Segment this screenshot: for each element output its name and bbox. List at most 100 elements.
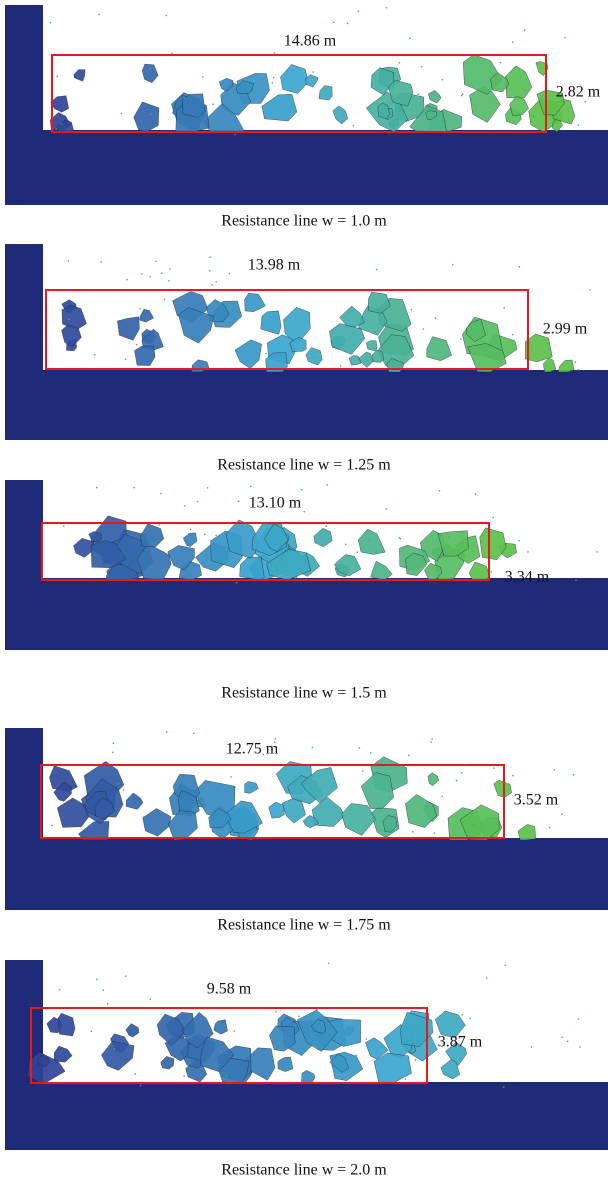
particle xyxy=(207,487,209,489)
particle xyxy=(500,62,502,64)
particle xyxy=(102,989,104,991)
rock xyxy=(366,341,377,351)
rock xyxy=(117,317,139,341)
panel: 14.86 m2.82 mResistance line w = 1.0 m xyxy=(5,5,608,230)
particle xyxy=(184,98,186,100)
rock xyxy=(183,94,205,118)
wall xyxy=(5,728,43,838)
particle xyxy=(328,962,330,964)
particle xyxy=(413,1042,415,1044)
particle xyxy=(96,487,98,489)
length-label: 13.10 m xyxy=(249,495,302,512)
particle xyxy=(136,344,138,346)
particle xyxy=(68,260,70,262)
rock xyxy=(469,562,490,580)
particle xyxy=(150,998,152,1000)
rock xyxy=(278,1057,293,1071)
rock xyxy=(126,793,143,810)
rock xyxy=(168,811,197,841)
particle xyxy=(491,571,493,573)
particle xyxy=(197,501,199,503)
particle xyxy=(140,1084,142,1086)
caption: Resistance line w = 1.75 m xyxy=(217,917,391,934)
particle xyxy=(368,539,370,541)
particle xyxy=(512,775,514,777)
particle xyxy=(512,334,514,336)
height-label: 2.99 m xyxy=(543,321,588,338)
particle xyxy=(394,301,396,303)
particle xyxy=(359,747,361,749)
rock xyxy=(281,64,309,93)
particle xyxy=(113,742,115,744)
particle xyxy=(139,308,141,310)
particle xyxy=(421,66,423,68)
particle xyxy=(133,487,135,489)
particle xyxy=(475,493,477,495)
particle xyxy=(204,533,206,535)
rock xyxy=(101,1041,134,1070)
particle xyxy=(460,338,462,340)
height-label: 3.52 m xyxy=(514,792,559,809)
rock xyxy=(240,557,265,580)
particle xyxy=(358,11,360,13)
panel: 9.58 m3.87 mResistance line w = 2.0 m xyxy=(5,960,608,1179)
rock xyxy=(480,528,507,560)
height-label: 3.34 m xyxy=(505,569,550,586)
particle xyxy=(356,551,358,553)
particle xyxy=(567,1040,569,1042)
particle xyxy=(431,738,433,740)
particle xyxy=(273,77,275,79)
particle xyxy=(575,580,577,582)
particle xyxy=(234,134,236,136)
particle xyxy=(149,68,151,70)
ground xyxy=(5,838,608,910)
rock xyxy=(140,309,154,322)
particle xyxy=(59,989,61,991)
particle xyxy=(250,486,252,488)
particle xyxy=(272,82,274,84)
length-label: 12.75 m xyxy=(226,741,279,758)
particle xyxy=(362,770,364,772)
rock xyxy=(58,1013,75,1036)
rock xyxy=(340,306,365,327)
rock xyxy=(505,66,532,98)
particle xyxy=(578,369,580,371)
rock xyxy=(74,538,94,557)
particle xyxy=(272,1058,274,1060)
particle xyxy=(492,517,494,519)
particle xyxy=(96,979,98,981)
rock xyxy=(74,70,85,82)
caption: Resistance line w = 1.25 m xyxy=(217,457,391,474)
rock xyxy=(140,524,164,547)
particle xyxy=(389,797,391,799)
particle xyxy=(430,741,432,743)
particle xyxy=(183,1075,185,1077)
particle xyxy=(91,1031,93,1033)
rock xyxy=(245,293,266,312)
particle xyxy=(193,733,195,735)
particle xyxy=(112,751,114,753)
particle xyxy=(236,582,238,584)
particle xyxy=(493,767,495,769)
caption: Resistance line w = 1.0 m xyxy=(221,213,387,230)
particle xyxy=(215,535,217,537)
particle xyxy=(238,501,240,503)
rock xyxy=(301,1070,314,1084)
particle xyxy=(215,281,217,283)
particle xyxy=(412,831,414,833)
particle xyxy=(325,525,327,527)
particle xyxy=(469,1017,471,1019)
particle xyxy=(149,276,151,278)
particle xyxy=(524,29,526,31)
particle xyxy=(229,273,231,275)
ground xyxy=(5,578,608,650)
particle xyxy=(164,299,166,301)
particle xyxy=(249,782,251,784)
particle xyxy=(114,1048,116,1050)
particle xyxy=(292,105,294,107)
particle xyxy=(527,551,529,553)
particle xyxy=(533,115,535,117)
particle xyxy=(274,52,276,54)
wall xyxy=(5,480,43,578)
rock xyxy=(262,94,297,121)
